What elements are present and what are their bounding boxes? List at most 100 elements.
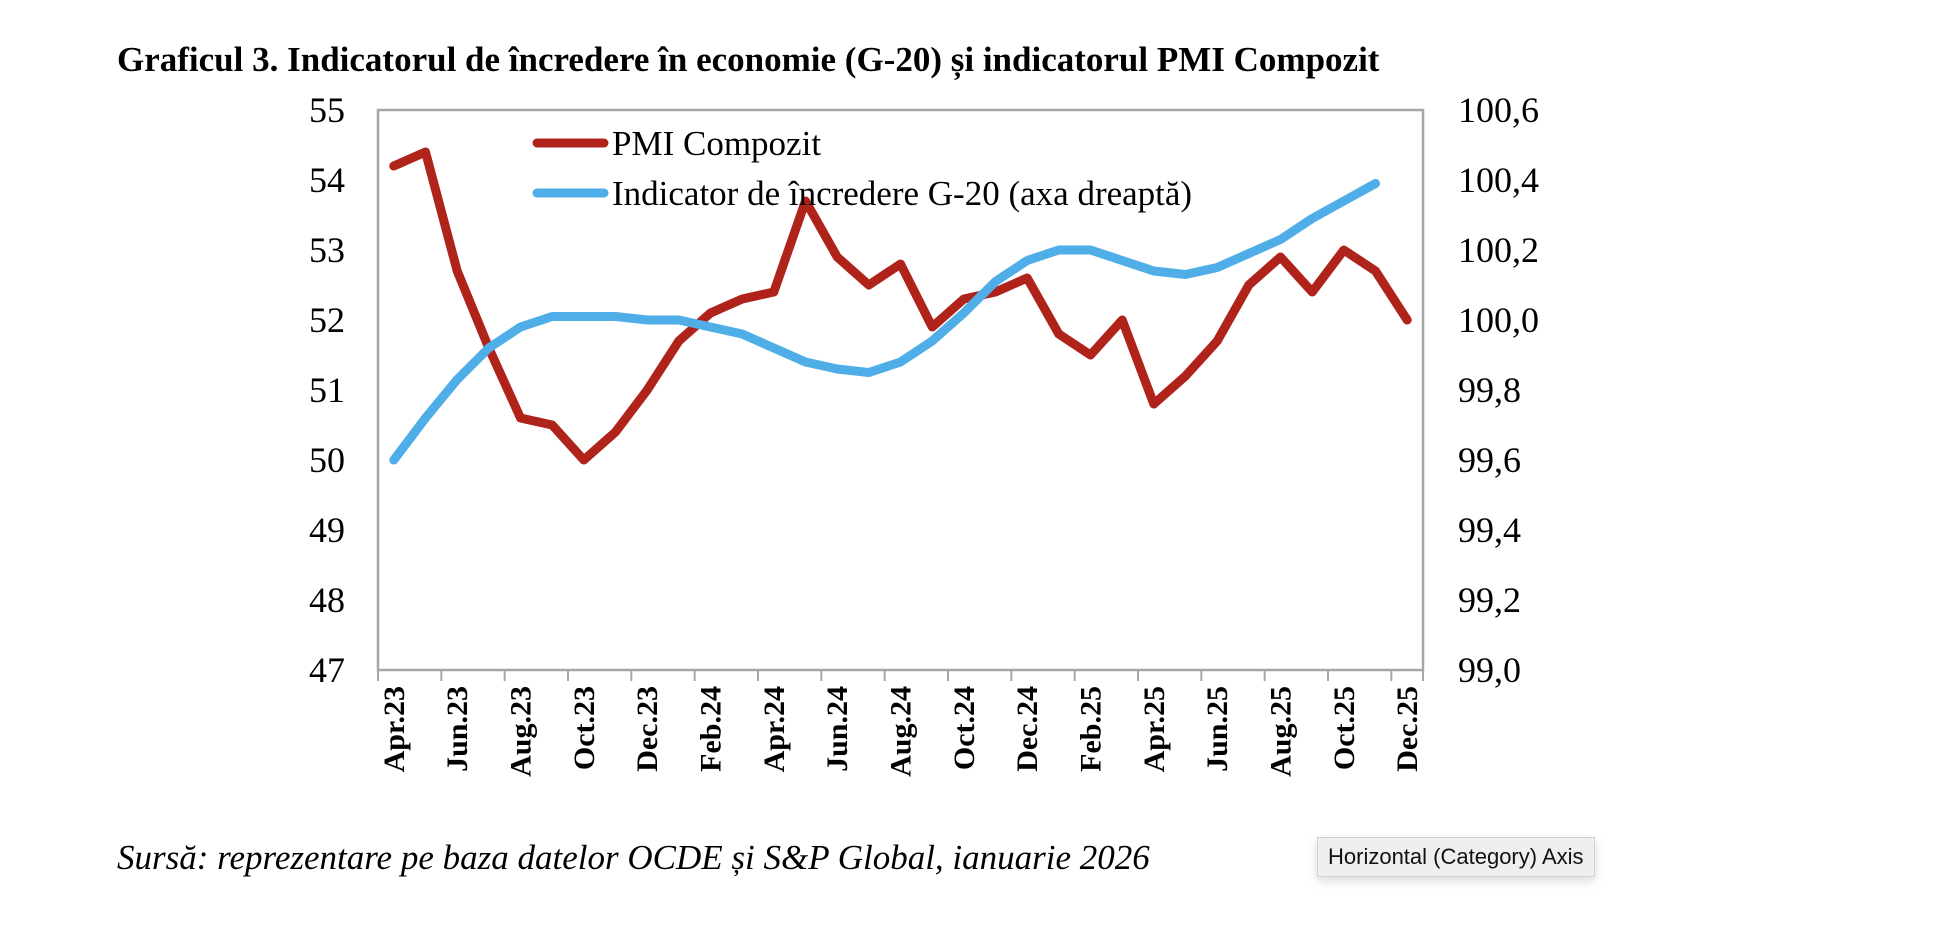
g20-point: [931, 340, 933, 342]
g20-point: [1121, 260, 1123, 261]
g20-point: [1343, 200, 1345, 202]
g20-point: [1185, 274, 1186, 275]
g20-point: [456, 379, 458, 380]
g20-point: [583, 316, 585, 317]
left-tick-label: 52: [309, 300, 345, 340]
pmi-point: [520, 417, 521, 419]
x-tick-label: Dec.25: [1391, 686, 1424, 772]
g20-point: [805, 361, 806, 363]
g20-point: [1375, 183, 1376, 184]
left-tick-label: 53: [309, 230, 345, 270]
g20-point: [425, 417, 426, 419]
pmi-point: [615, 431, 616, 433]
pmi-point: [868, 284, 870, 286]
left-tick-label: 55: [309, 90, 345, 130]
pmi-point: [1026, 277, 1028, 279]
g20-point: [678, 319, 680, 321]
g20-point: [868, 372, 870, 373]
right-tick-label: 100,4: [1458, 160, 1539, 200]
x-tick-label: Dec.23: [631, 686, 664, 772]
axis-tooltip: Horizontal (Category) Axis: [1317, 837, 1595, 877]
g20-point: [1216, 267, 1218, 268]
pmi-point: [456, 270, 458, 272]
pmi-point: [1343, 249, 1345, 251]
right-tick-label: 100,2: [1458, 230, 1539, 270]
x-tick-label: Jun.24: [821, 686, 854, 772]
left-tick-label: 54: [309, 160, 345, 200]
legend: PMI Compozit Indicator de încredere G-20…: [532, 124, 1192, 213]
left-tick-label: 51: [309, 370, 345, 410]
pmi-point: [551, 424, 553, 426]
g20-point: [963, 312, 965, 314]
x-axis[interactable]: Apr.23 Jun.23 Aug.23 Oct.23 Dec.23 Feb.24 Apr.…: [377, 670, 1424, 777]
g20-point: [393, 459, 395, 461]
left-axis: 47 48 49 50 51 52 53 54 55: [309, 90, 345, 690]
pmi-point: [1280, 256, 1281, 258]
plot-area-border: [376, 108, 1425, 672]
pmi-point: [1311, 291, 1313, 293]
pmi-point: [1216, 340, 1218, 342]
pmi-point: [931, 326, 933, 328]
pmi-point: [646, 389, 648, 391]
g20-point: [646, 319, 648, 321]
chart-title: Graficul 3. Indicatorul de încredere în …: [117, 40, 1380, 79]
pmi-point: [710, 312, 711, 314]
g20-point: [900, 361, 901, 363]
source-note: Sursă: reprezentare pe baza datelor OCDE…: [117, 838, 1150, 877]
x-tick-label: Aug.25: [1265, 686, 1298, 777]
pmi-point: [773, 291, 775, 293]
x-tick-label: Feb.25: [1075, 686, 1108, 772]
legend-label-pmi: PMI Compozit: [612, 124, 821, 163]
left-tick-label: 50: [309, 440, 345, 480]
right-tick-label: 99,0: [1458, 650, 1521, 690]
x-tick-label: Aug.23: [505, 686, 538, 777]
g20-point: [1026, 260, 1028, 261]
x-tick-label: Oct.24: [948, 686, 981, 770]
x-tick-label: Dec.24: [1011, 686, 1044, 772]
x-tick-label: Apr.25: [1138, 686, 1171, 772]
pmi-point: [741, 298, 743, 300]
pmi-point: [583, 459, 585, 461]
right-tick-label: 99,2: [1458, 580, 1521, 620]
pmi-point: [1185, 375, 1186, 377]
x-tick-label: Apr.24: [758, 686, 791, 772]
x-tick-label: Apr.23: [378, 686, 411, 772]
pmi-point: [1406, 319, 1408, 321]
g20-point: [741, 333, 743, 335]
g20-point: [995, 281, 996, 282]
right-axis: 99,0 99,2 99,4 99,6 99,8 100,0 100,2 100,4 100,6: [1458, 90, 1539, 690]
pmi-point: [836, 256, 838, 258]
g20-point: [1311, 218, 1313, 219]
g20-point: [1153, 270, 1155, 272]
g20-point: [836, 368, 838, 370]
x-tick-label: Aug.24: [885, 686, 918, 777]
pmi-point: [1248, 284, 1250, 286]
g20-point: [488, 347, 490, 349]
right-tick-label: 100,6: [1458, 90, 1539, 130]
pmi-point: [963, 298, 965, 300]
pmi-point: [393, 165, 395, 167]
g20-point: [520, 326, 521, 328]
g20-point: [1280, 239, 1281, 240]
pmi-point: [1090, 354, 1091, 356]
g20-point: [1248, 253, 1250, 254]
left-tick-label: 49: [309, 510, 345, 550]
x-tick-label: Jun.25: [1201, 686, 1234, 772]
x-tick-label: Feb.24: [695, 686, 728, 772]
pmi-point: [1375, 270, 1376, 272]
pmi-point: [1121, 319, 1123, 321]
pmi-point: [900, 263, 901, 265]
legend-label-g20: Indicator de încredere G-20 (axa dreaptă…: [612, 174, 1192, 213]
g20-point: [615, 316, 616, 317]
right-tick-label: 99,8: [1458, 370, 1521, 410]
g20-point: [710, 326, 711, 328]
g20-point: [1090, 249, 1091, 251]
pmi-point: [1058, 333, 1060, 335]
x-tick-label: Oct.23: [568, 686, 601, 770]
series-lines: [389, 147, 1412, 465]
left-tick-label: 48: [309, 580, 345, 620]
right-tick-label: 99,6: [1458, 440, 1521, 480]
g20-point: [773, 347, 775, 349]
left-tick-label: 47: [309, 650, 345, 690]
